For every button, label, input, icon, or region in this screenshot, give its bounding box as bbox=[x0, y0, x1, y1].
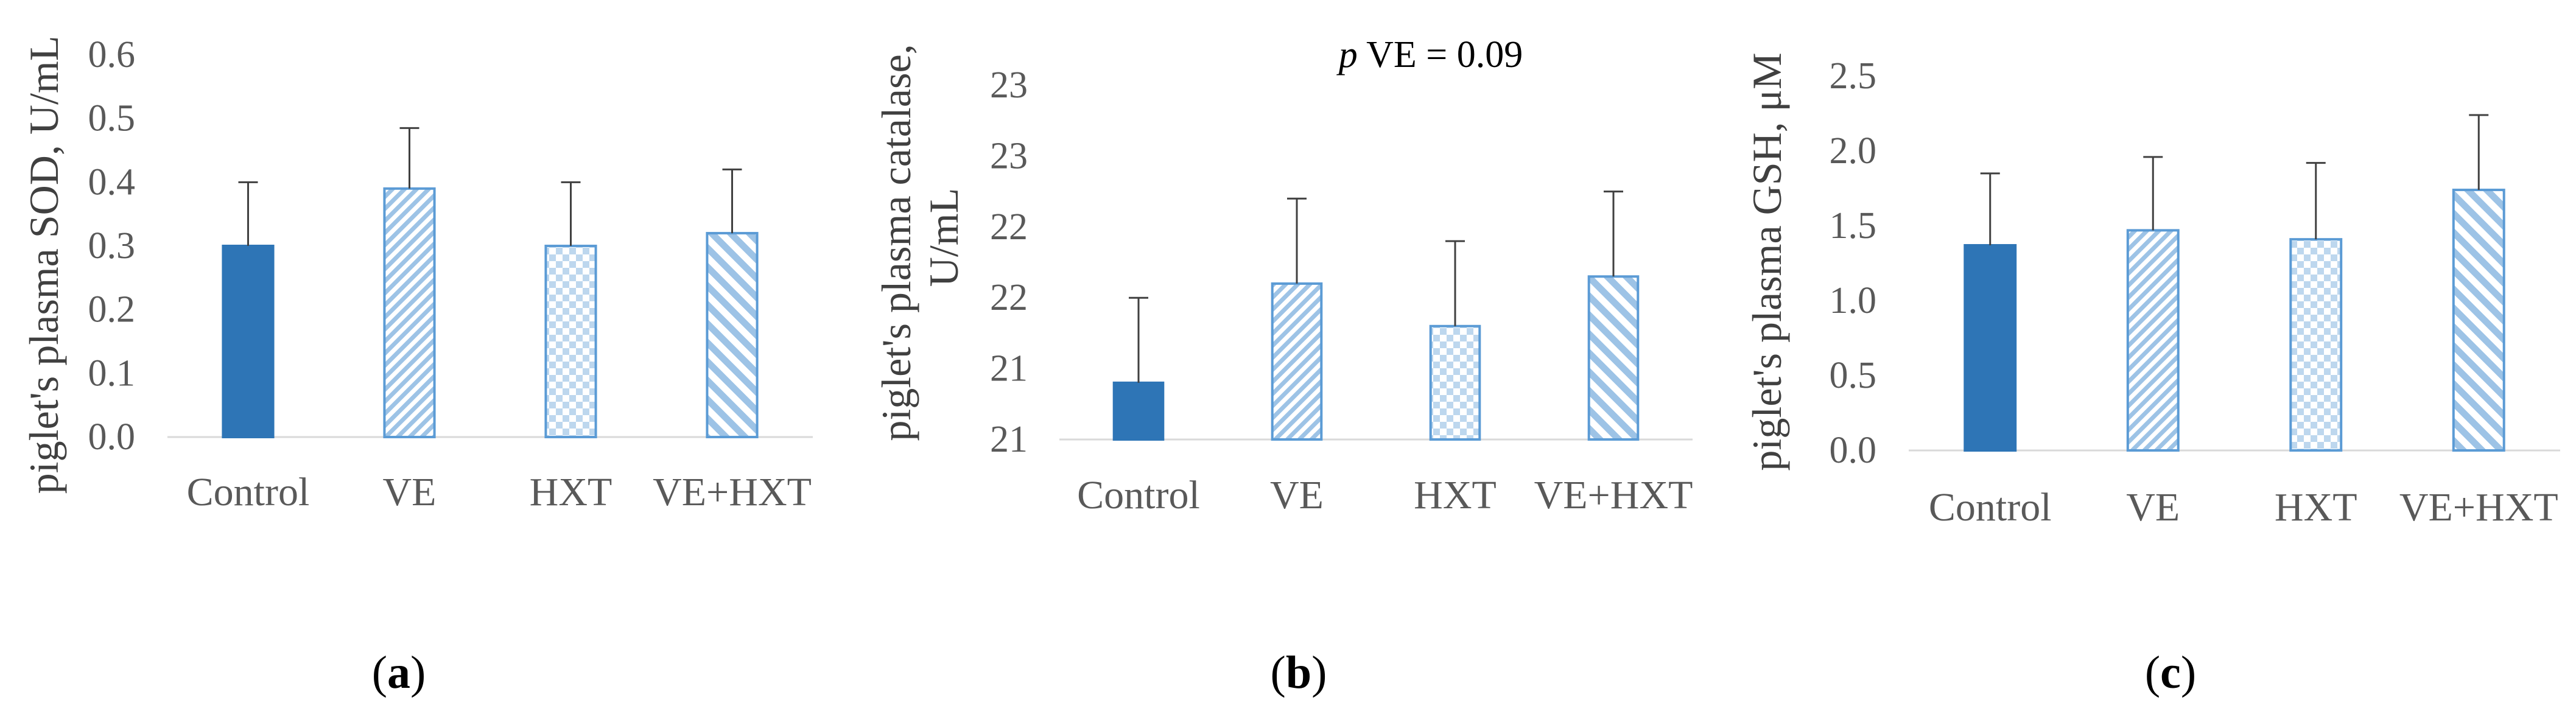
y-tick-label-c-0: 0.0 bbox=[1830, 430, 1877, 471]
p-value-italic: p bbox=[1336, 34, 1358, 75]
y-tick-label-b-3: 22 bbox=[990, 206, 1028, 248]
y-tick-label-b-5: 23 bbox=[990, 65, 1028, 106]
bar-a-hxt bbox=[544, 245, 597, 438]
y-tick-label-c-5: 2.5 bbox=[1830, 55, 1877, 97]
x-tick-label-a-2: HXT bbox=[530, 470, 612, 514]
panel-label-b: (b) bbox=[1271, 647, 1327, 698]
x-tick-label-c-1: VE bbox=[2126, 485, 2180, 530]
y-tick-label-c-4: 2.0 bbox=[1830, 130, 1877, 172]
bar-b-ve bbox=[1271, 282, 1323, 441]
chart-panel-b: piglet's plasma catalase, U/mL p VE = 0.… bbox=[873, 33, 1693, 698]
bar-c-control bbox=[1964, 243, 2017, 452]
y-tick-label-b-0: 21 bbox=[990, 419, 1028, 460]
bar-c-ve bbox=[2126, 229, 2180, 452]
y-tick-label-a-3: 0.3 bbox=[88, 225, 136, 267]
bar-b-hxt bbox=[1429, 324, 1481, 441]
x-tick-label-a-1: VE bbox=[383, 470, 437, 514]
x-tick-label-b-2: HXT bbox=[1414, 473, 1497, 517]
y-tick-label-a-4: 0.4 bbox=[88, 161, 136, 203]
plot-area-c: 0.0 0.5 1.0 1.5 2.0 2.5 Control VE HXT VE+HXT bbox=[1830, 55, 2560, 530]
y-tick-label-b-1: 21 bbox=[990, 348, 1028, 390]
x-tick-label-b-3: VE+HXT bbox=[1534, 473, 1693, 517]
y-tick-label-a-1: 0.1 bbox=[88, 352, 136, 394]
y-tick-label-c-1: 0.5 bbox=[1830, 355, 1877, 396]
x-tick-label-a-3: VE+HXT bbox=[653, 470, 812, 514]
p-value-text: VE = 0.09 bbox=[1358, 34, 1523, 75]
y-tick-label-a-6: 0.6 bbox=[88, 34, 136, 75]
panel-letter-a: a bbox=[387, 647, 410, 698]
x-tick-label-b-0: Control bbox=[1077, 473, 1200, 517]
bar-c-ve-hxt bbox=[2452, 188, 2505, 452]
bar-b-ve-hxt bbox=[1587, 275, 1640, 441]
y-tick-label-c-2: 1.0 bbox=[1830, 280, 1877, 321]
y-tick-label-c-3: 1.5 bbox=[1830, 205, 1877, 247]
y-tick-label-a-2: 0.2 bbox=[88, 289, 136, 331]
plot-area-a: 0.0 0.1 0.2 0.3 0.4 0.5 0.6 Control VE HXT VE+HXT bbox=[88, 34, 813, 514]
y-tick-label-b-4: 23 bbox=[990, 135, 1028, 177]
plot-area-b: 21 21 22 22 23 23 Control VE HXT VE+HXT bbox=[990, 65, 1693, 517]
bar-a-control bbox=[222, 245, 275, 438]
bar-c-hxt bbox=[2289, 238, 2343, 452]
y-axis-title-c: piglet's plasma GSH, μM bbox=[1744, 52, 1790, 471]
chart-panel-c: piglet's plasma GSH, μM (c) 0.0 0.5 1.0 1.5… bbox=[1744, 52, 2560, 698]
p-value-annotation: p VE = 0.09 bbox=[1336, 34, 1523, 75]
x-tick-label-c-3: VE+HXT bbox=[2399, 485, 2558, 530]
panel-label-a: (a) bbox=[372, 647, 426, 698]
y-axis-title-b: piglet's plasma catalase, U/mL bbox=[873, 33, 967, 441]
panel-label-c: (c) bbox=[2145, 647, 2196, 698]
y-axis-title-a: piglet's plasma SOD, U/mL bbox=[21, 36, 67, 494]
y-axis-title-b-line-1: piglet's plasma catalase, bbox=[873, 44, 919, 441]
chart-panel-a: piglet's plasma SOD, U/mL (a) 0.00.10.20… bbox=[21, 34, 813, 698]
x-tick-label-c-0: Control bbox=[1929, 485, 2052, 530]
x-tick-label-a-0: Control bbox=[187, 470, 310, 514]
y-tick-label-a-0: 0.0 bbox=[88, 416, 136, 458]
panel-letter-b: b bbox=[1286, 647, 1311, 698]
bar-b-control bbox=[1112, 381, 1165, 441]
bar-a-ve bbox=[383, 187, 436, 438]
panel-letter-c: c bbox=[2160, 647, 2181, 698]
y-tick-label-a-5: 0.5 bbox=[88, 98, 136, 139]
x-tick-label-b-1: VE bbox=[1270, 473, 1324, 517]
x-tick-label-c-2: HXT bbox=[2275, 485, 2357, 530]
y-axis-title-b-line-2: U/mL bbox=[921, 188, 967, 287]
y-tick-label-b-2: 22 bbox=[990, 277, 1028, 318]
bar-a-ve-hxt bbox=[706, 232, 759, 438]
